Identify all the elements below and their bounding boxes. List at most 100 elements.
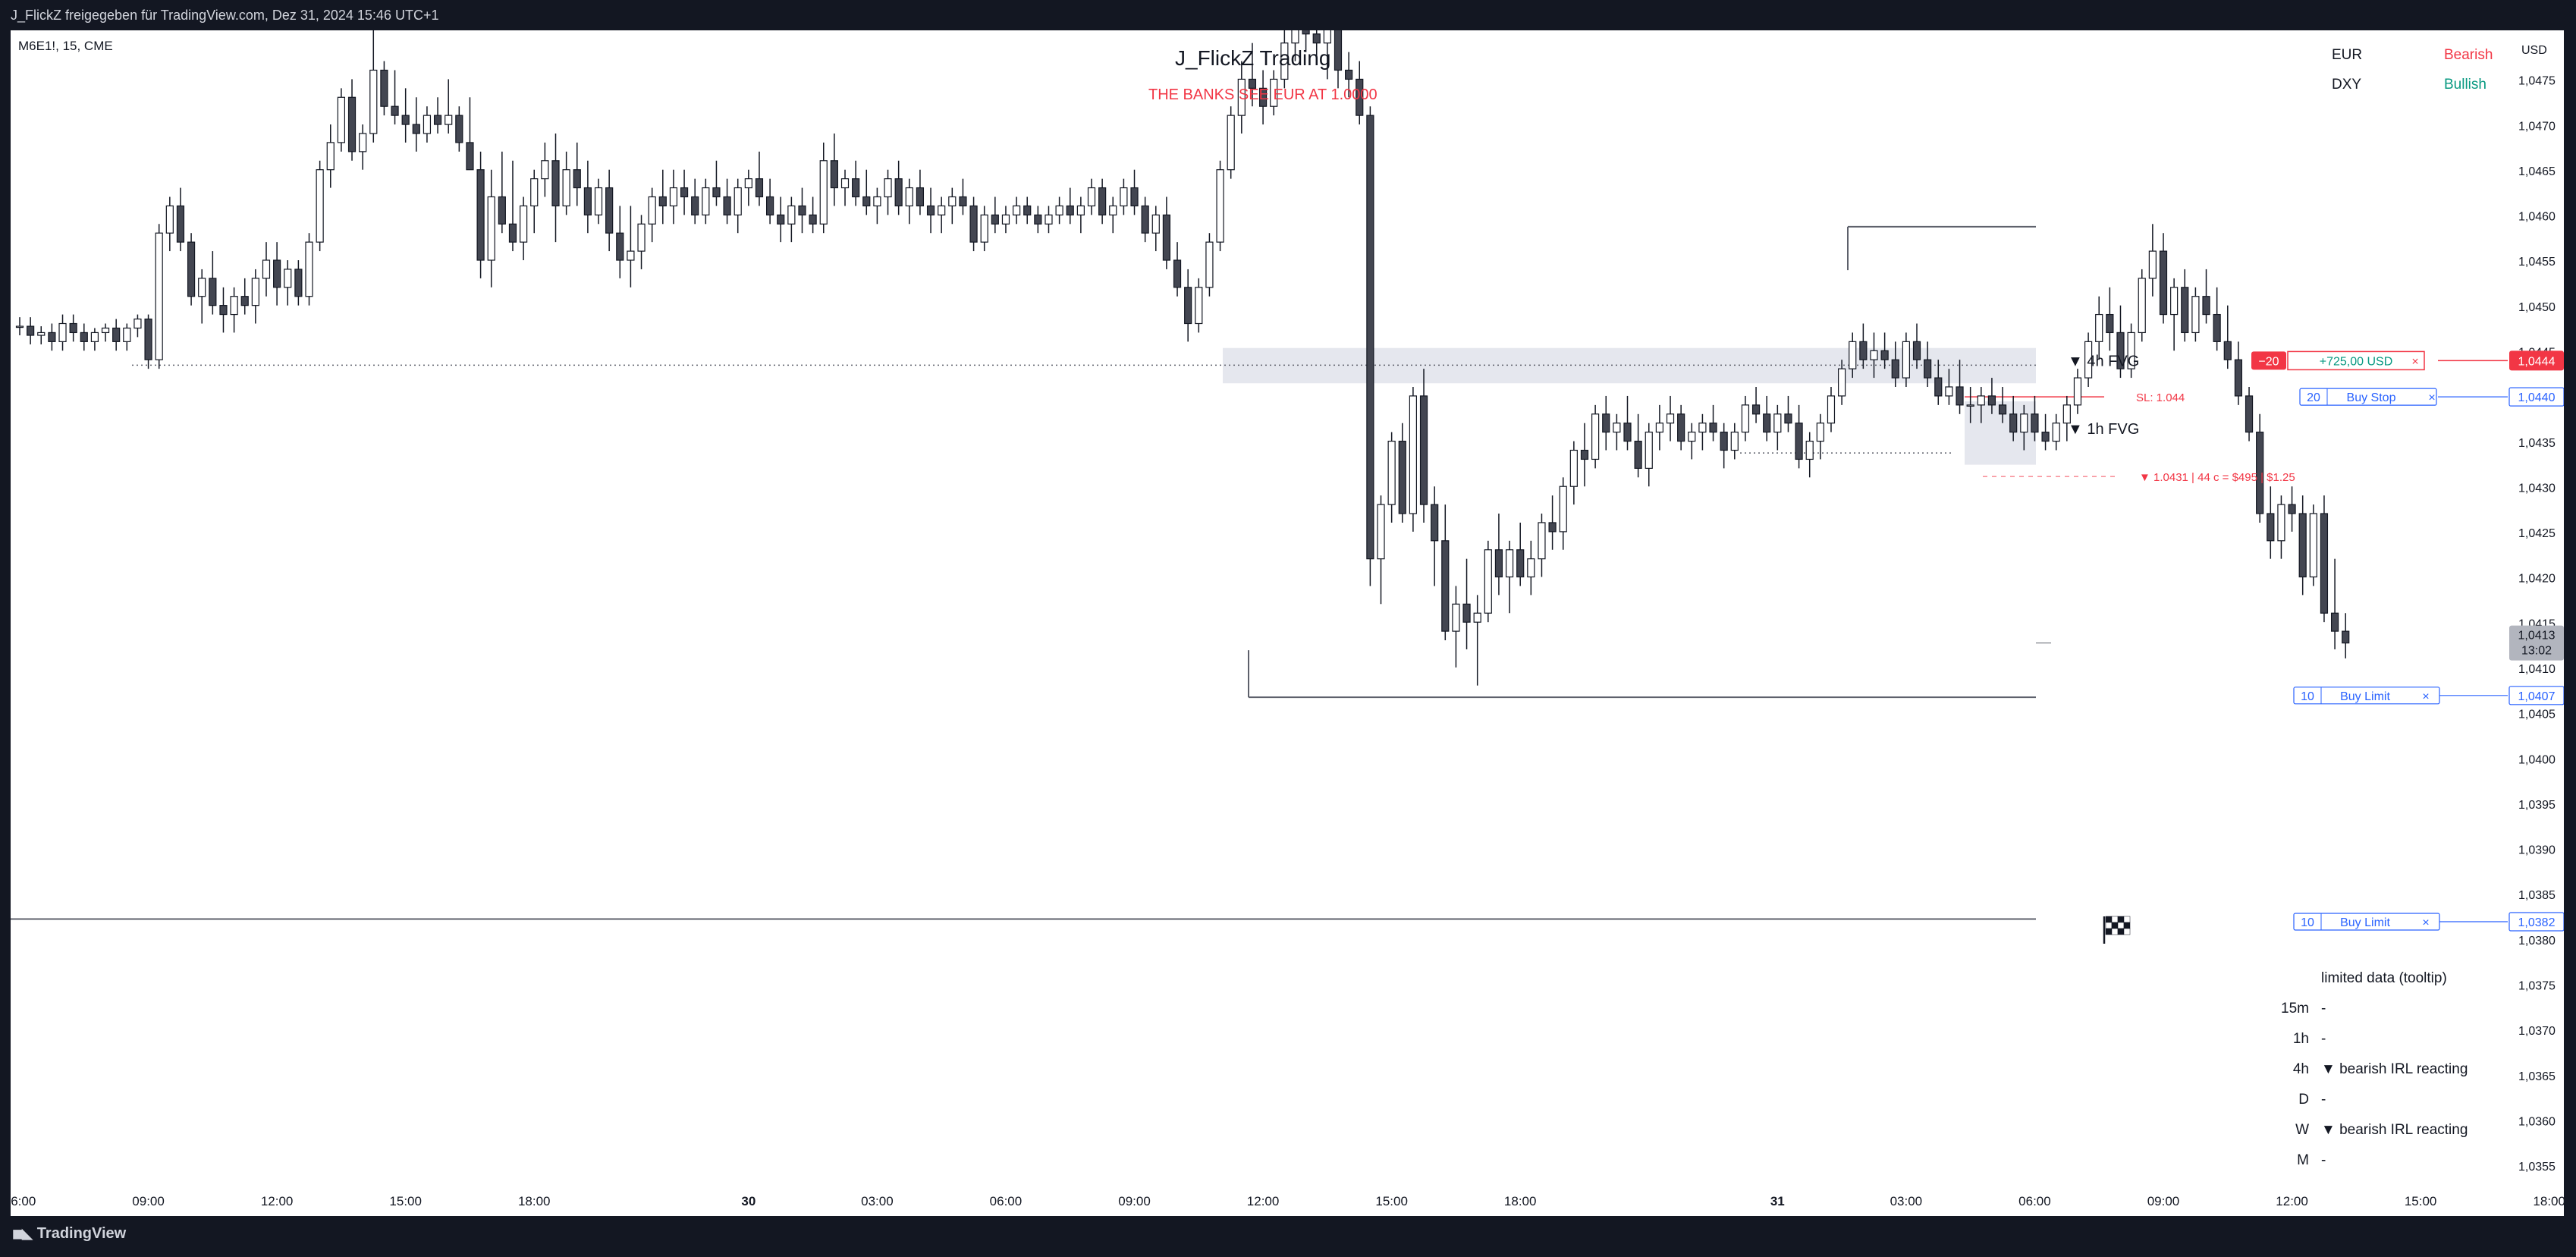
price-tick-label: 1,0420 [2518, 573, 2556, 586]
candle-up [262, 259, 271, 279]
candle-down [1795, 423, 1803, 460]
candle-down [1366, 115, 1374, 560]
candle-down [658, 196, 667, 207]
candle-up [134, 318, 142, 329]
candle-up [337, 96, 345, 143]
share-header: J_FlickZ freigegeben für TradingView.com… [0, 0, 2576, 30]
candle-up [487, 196, 495, 261]
candle-down [830, 160, 838, 189]
candle-up [1688, 432, 1696, 442]
candle-down [2041, 432, 2050, 442]
candle-down [680, 187, 689, 198]
time-tick-label: 18:00 [1504, 1194, 1537, 1208]
order-type[interactable]: Buy Stop [2347, 391, 2396, 404]
candle-down [1763, 413, 1771, 433]
price-tick-label: 1,0395 [2518, 799, 2556, 812]
time-tick-label: 09:00 [2147, 1194, 2180, 1208]
share-text: J_FlickZ freigegeben für TradingView.com… [11, 8, 439, 23]
candle-up [37, 332, 46, 336]
position-qty: −20 [2258, 355, 2279, 368]
candle-down [1987, 395, 1996, 406]
price-tick-label: 1,0470 [2518, 120, 2556, 133]
flag-square [2123, 916, 2131, 923]
candle-up [873, 196, 881, 207]
candle-down [508, 223, 517, 243]
last-price-tag [2509, 625, 2564, 661]
candle-down [1258, 87, 1268, 107]
candle-down [2342, 630, 2350, 644]
tooltip-value: - [2321, 1092, 2326, 1108]
tooltip-value: ▼ bearish IRL reacting [2321, 1122, 2468, 1138]
candle-down [2223, 341, 2232, 360]
candle-up [627, 250, 635, 261]
candle-up [2073, 377, 2082, 406]
candle-up [884, 178, 892, 198]
fvg-1h-label: ▼ 1h FVG [2068, 421, 2139, 438]
candle-up [594, 187, 603, 215]
candle-up [1945, 386, 1953, 397]
tradingview-brand[interactable]: ◼◣ TradingView [12, 1225, 126, 1243]
candle-up [840, 178, 850, 189]
candle-down [455, 115, 463, 143]
cancel-order-icon[interactable]: × [2428, 391, 2435, 404]
order-qty: 20 [2307, 391, 2320, 404]
order-price: 1,0407 [2518, 690, 2556, 703]
price-tick-label: 1,0355 [2518, 1161, 2556, 1174]
candle-up [648, 196, 656, 225]
candle-down [69, 322, 77, 334]
time-tick-label: 15:00 [389, 1194, 422, 1208]
candle-down [1859, 341, 1868, 360]
candle-down [2116, 332, 2125, 369]
candle-up [1613, 423, 1621, 433]
price-tick-label: 1,0390 [2518, 844, 2556, 857]
candle-up [1538, 522, 1546, 560]
candle-down [862, 196, 871, 207]
time-tick-label: 06:00 [11, 1194, 36, 1208]
candle-down [2031, 413, 2039, 433]
candle-down [2202, 296, 2210, 316]
candle-up [1484, 549, 1492, 614]
candle-up [1216, 169, 1224, 243]
candle-down [209, 278, 217, 306]
candle-down [1912, 341, 1921, 360]
chart-frame[interactable]: ▼ 4h FVG ▼ 1h FVG SL: 1.044 ▼ 1.0431 | 44 c… [4, 6, 2565, 1216]
order-type[interactable]: Buy Limit [2340, 916, 2390, 929]
position-pnl-box [2287, 350, 2425, 371]
candle-up [1195, 287, 1203, 325]
candle-down [1419, 395, 1428, 505]
time-tick-label: 30 [741, 1194, 756, 1208]
candle-up [1666, 413, 1675, 424]
candle-up [2020, 413, 2028, 433]
bar-countdown: 13:02 [2521, 645, 2552, 658]
candle-up [251, 278, 259, 306]
candle-up [1205, 241, 1214, 288]
flag-square [2123, 922, 2131, 929]
tooltip-timeframe: W [2295, 1122, 2309, 1138]
candle-up [58, 322, 67, 342]
candle-down [777, 214, 785, 225]
candle-down [1924, 359, 1932, 379]
candle-down [1998, 404, 2007, 415]
position-pnl: +725,00 USD [2320, 355, 2393, 368]
time-tick-label: 15:00 [1375, 1194, 1408, 1208]
time-tick-label: 06:00 [2018, 1194, 2051, 1208]
candle-up [1001, 214, 1010, 225]
cancel-order-icon[interactable]: × [2422, 916, 2429, 929]
close-position-icon[interactable]: × [2411, 355, 2418, 368]
candle-down [2267, 513, 2275, 542]
price-tick-label: 1,0380 [2518, 935, 2556, 947]
checkered-flag-icon[interactable] [2103, 916, 2131, 944]
candle-down [219, 305, 228, 316]
bias-value: Bearish [2444, 47, 2493, 63]
price-chart[interactable]: ▼ 4h FVG ▼ 1h FVG SL: 1.044 ▼ 1.0431 | 44 c… [4, 6, 2565, 1216]
candle-up [669, 187, 678, 207]
footer-bar: ◼◣ TradingView [0, 1216, 2576, 1257]
candle-up [1698, 423, 1707, 433]
candle-down [1398, 440, 1406, 514]
candle-up [2138, 278, 2146, 334]
order-type[interactable]: Buy Limit [2340, 690, 2390, 703]
candle-up [423, 115, 432, 134]
candle-down [1891, 359, 1899, 379]
cancel-order-icon[interactable]: × [2422, 690, 2429, 703]
candle-up [1816, 423, 1824, 442]
